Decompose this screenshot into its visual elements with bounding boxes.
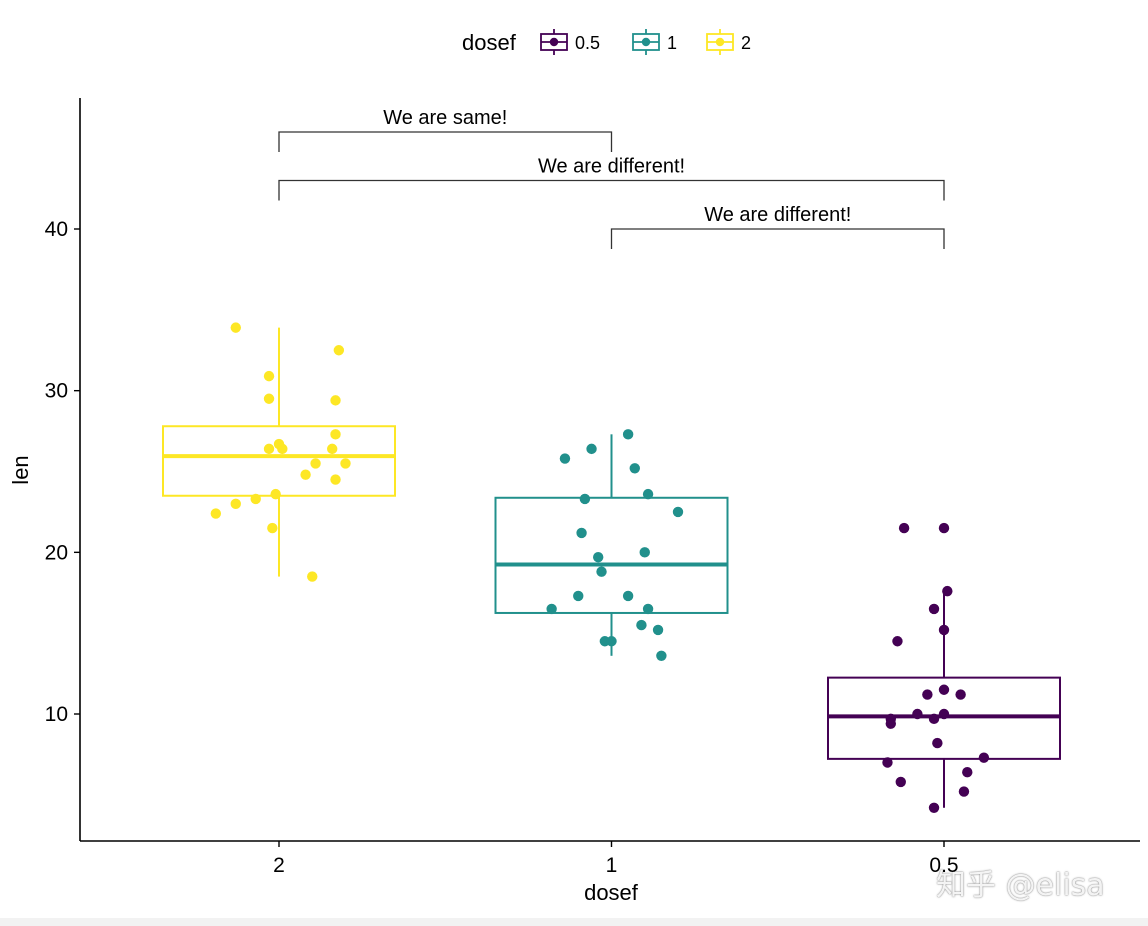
data-point bbox=[882, 757, 893, 768]
data-point bbox=[938, 522, 950, 534]
data-point bbox=[586, 443, 597, 455]
data-point bbox=[672, 506, 684, 518]
x-tick-label: 0.5 bbox=[929, 854, 958, 877]
legend-key-point bbox=[641, 37, 651, 47]
data-point bbox=[629, 463, 640, 474]
bracket-label: We are same! bbox=[383, 107, 507, 129]
data-point bbox=[596, 566, 607, 577]
data-point bbox=[579, 493, 591, 505]
data-point bbox=[210, 508, 222, 519]
data-point bbox=[300, 469, 311, 480]
data-point bbox=[912, 708, 923, 720]
data-point bbox=[270, 488, 281, 500]
bottom-strip bbox=[0, 918, 1148, 926]
data-point bbox=[652, 624, 664, 636]
data-point bbox=[656, 650, 667, 662]
data-point bbox=[546, 603, 557, 615]
data-point bbox=[958, 786, 970, 797]
bracket-label: We are different! bbox=[538, 156, 685, 178]
y-tick-label: 20 bbox=[45, 541, 68, 564]
legend-label: 2 bbox=[741, 33, 751, 53]
data-point bbox=[642, 488, 654, 500]
legend-label: 1 bbox=[667, 33, 677, 53]
legend-key-point bbox=[715, 37, 725, 47]
data-point bbox=[938, 624, 950, 636]
watermark-text: 知乎 @elisa bbox=[936, 868, 1105, 903]
data-point bbox=[333, 345, 345, 356]
bracket-label: We are different! bbox=[704, 204, 851, 226]
data-point bbox=[928, 802, 940, 813]
data-point bbox=[277, 443, 288, 455]
data-point bbox=[622, 429, 634, 440]
data-point bbox=[263, 443, 275, 455]
data-point bbox=[330, 429, 341, 440]
y-tick-label: 30 bbox=[45, 380, 68, 403]
data-point bbox=[898, 522, 910, 534]
data-point bbox=[636, 619, 647, 631]
data-point bbox=[978, 752, 990, 763]
data-point bbox=[573, 590, 584, 602]
data-point bbox=[576, 527, 587, 539]
data-point bbox=[230, 322, 241, 333]
y-axis-title: len bbox=[8, 455, 33, 484]
data-point bbox=[330, 474, 341, 485]
data-point bbox=[307, 571, 318, 582]
data-point bbox=[310, 458, 321, 469]
data-point bbox=[938, 684, 950, 695]
x-axis-title: dosef bbox=[584, 880, 639, 905]
data-point bbox=[267, 522, 278, 534]
data-point bbox=[330, 395, 341, 406]
data-point bbox=[327, 443, 338, 455]
data-point bbox=[263, 393, 275, 404]
box-1 bbox=[494, 496, 729, 614]
data-point bbox=[932, 737, 943, 749]
significance-bracket bbox=[610, 228, 945, 250]
legend-key-point bbox=[549, 37, 559, 47]
box-2 bbox=[162, 425, 396, 497]
data-point bbox=[606, 636, 617, 647]
legend-label: 0.5 bbox=[575, 33, 600, 53]
data-point bbox=[895, 776, 906, 788]
legend-title: dosef bbox=[462, 30, 517, 55]
significance-bracket bbox=[278, 131, 613, 153]
data-point bbox=[922, 689, 933, 700]
x-tick-label: 1 bbox=[606, 854, 618, 877]
data-point bbox=[230, 498, 241, 510]
data-point bbox=[250, 493, 261, 505]
data-point bbox=[955, 689, 966, 700]
x-tick-label: 2 bbox=[273, 854, 285, 877]
data-point bbox=[642, 603, 654, 615]
data-point bbox=[892, 636, 903, 647]
y-tick-label: 40 bbox=[45, 218, 68, 241]
data-point bbox=[938, 708, 950, 720]
data-point bbox=[593, 551, 604, 563]
data-point bbox=[622, 590, 634, 602]
data-point bbox=[639, 547, 650, 558]
data-point bbox=[962, 767, 973, 778]
significance-bracket bbox=[278, 179, 945, 201]
data-point bbox=[263, 370, 275, 382]
data-point bbox=[942, 585, 953, 597]
y-tick-label: 10 bbox=[45, 703, 68, 726]
data-point bbox=[928, 713, 940, 725]
data-point bbox=[885, 718, 896, 729]
data-point bbox=[340, 458, 351, 469]
data-point bbox=[559, 453, 571, 464]
data-point bbox=[928, 603, 940, 615]
